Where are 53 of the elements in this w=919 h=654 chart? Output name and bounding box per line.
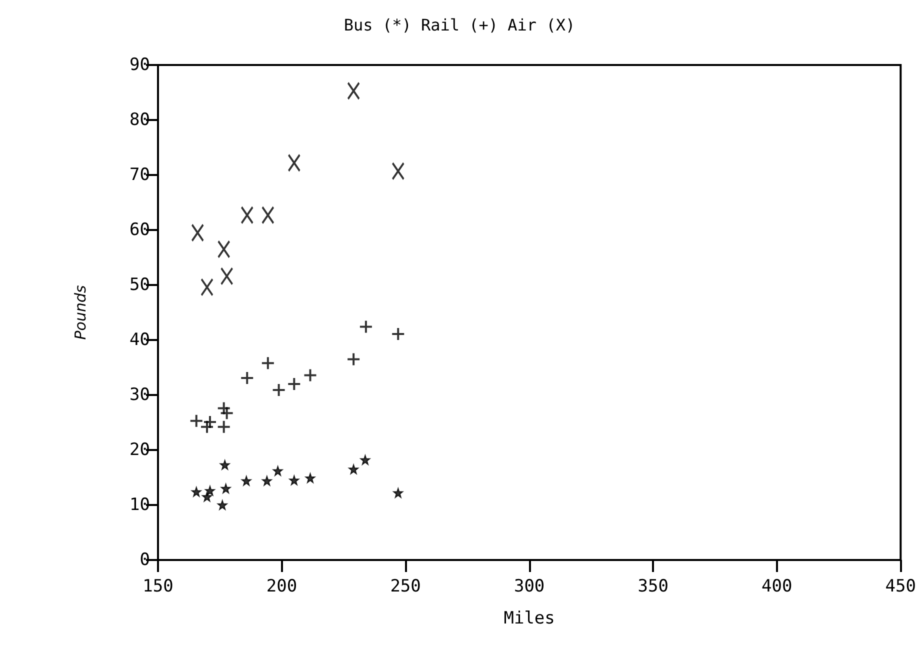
- point: [240, 206, 254, 224]
- point: [217, 500, 228, 510]
- point: [261, 206, 274, 224]
- y-tick-label: 70: [130, 165, 150, 185]
- y-tick-label: 40: [130, 330, 150, 350]
- point: [220, 460, 230, 470]
- point: [305, 473, 316, 484]
- y-tick-label: 10: [130, 495, 150, 515]
- x-tick-label: 250: [390, 576, 421, 596]
- point: [191, 224, 204, 242]
- point: [220, 267, 234, 286]
- x-tick-label: 300: [514, 576, 545, 596]
- x-tick-label: 400: [762, 576, 792, 596]
- point: [189, 414, 204, 428]
- point: [204, 486, 215, 496]
- point: [191, 486, 202, 497]
- y-tick-label: 80: [130, 110, 150, 130]
- x-tick-label: 200: [266, 576, 298, 596]
- chart-title: Bus (*) Rail (+) Air (X): [344, 16, 576, 34]
- x-tick-label: 350: [638, 576, 668, 596]
- y-tick-label: 30: [130, 385, 150, 405]
- point: [272, 466, 283, 476]
- point: [202, 414, 217, 429]
- y-tick-label: 90: [130, 55, 150, 75]
- point: [289, 475, 300, 486]
- point: [241, 476, 252, 486]
- point: [393, 488, 404, 498]
- point: [360, 454, 370, 465]
- point: [303, 368, 318, 382]
- point: [202, 492, 212, 502]
- point: [216, 420, 231, 434]
- y-tick-label: 20: [130, 440, 150, 460]
- point: [346, 352, 361, 366]
- point: [287, 377, 302, 391]
- x-tick-label: 150: [142, 576, 174, 596]
- x-tick-label: 450: [885, 576, 916, 596]
- x-axis-title: Miles: [504, 608, 555, 628]
- point: [260, 356, 275, 370]
- point: [391, 326, 406, 341]
- point: [200, 278, 214, 296]
- y-axis-title: Pounds: [72, 285, 90, 340]
- point: [217, 240, 230, 258]
- point: [262, 476, 272, 486]
- point: [240, 370, 254, 385]
- y-tick-label: 50: [130, 275, 150, 295]
- point: [347, 82, 360, 100]
- y-tick-label: 60: [130, 220, 150, 240]
- point: [288, 154, 301, 172]
- point: [392, 162, 405, 180]
- point: [272, 383, 286, 398]
- point: [220, 484, 231, 494]
- point: [348, 464, 359, 474]
- point: [358, 320, 373, 334]
